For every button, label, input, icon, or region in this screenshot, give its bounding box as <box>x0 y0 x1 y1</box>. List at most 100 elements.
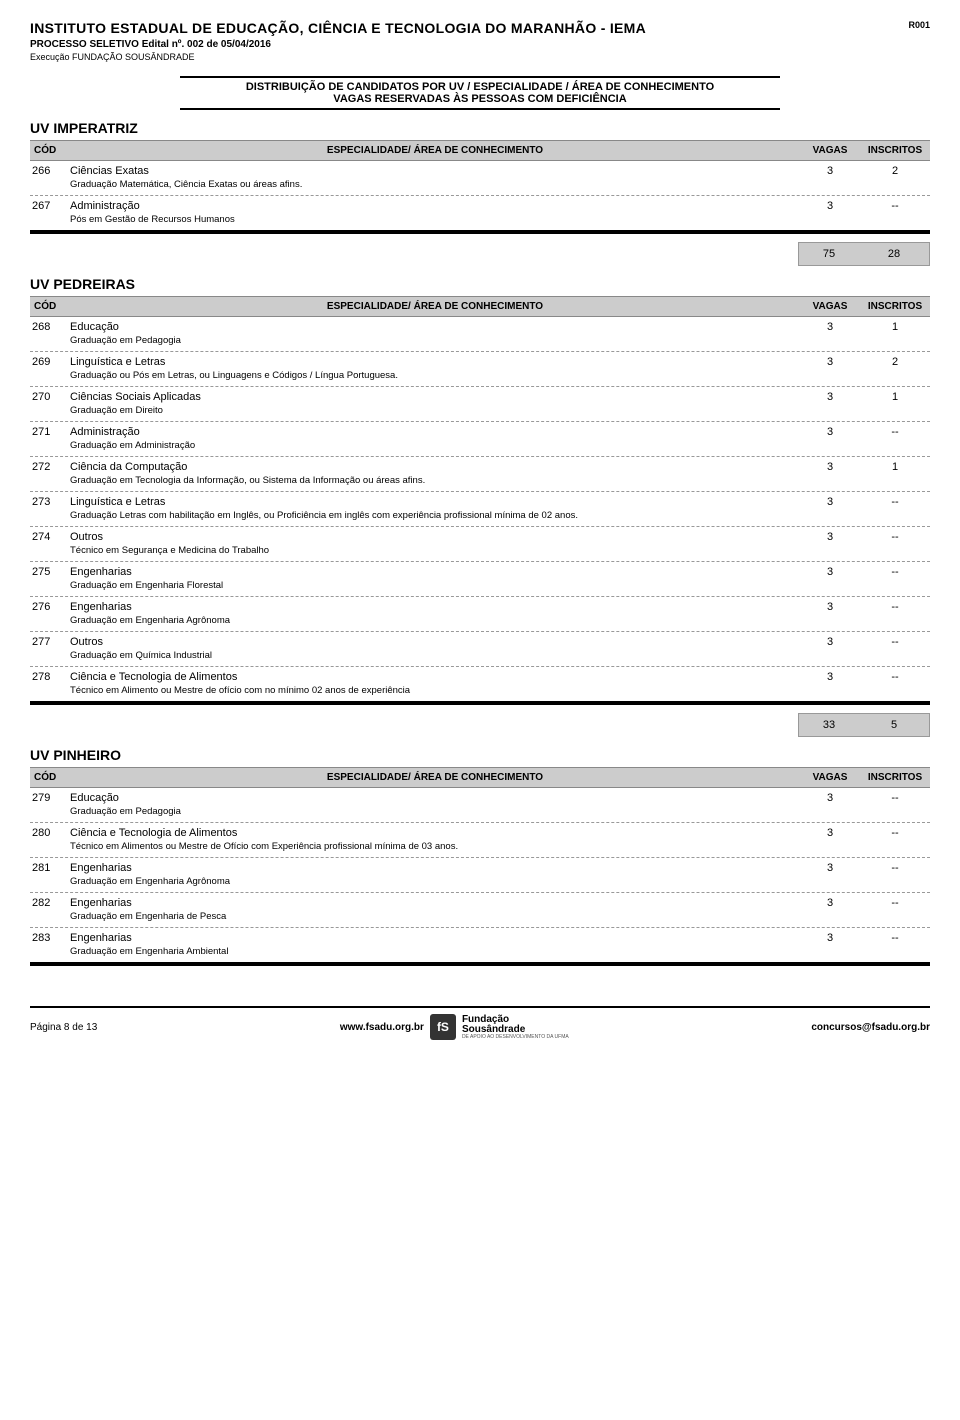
table-row: 274Outros3-- Técnico em Segurança e Medic… <box>30 527 930 562</box>
uv-section-title: UV IMPERATRIZ <box>30 120 930 136</box>
col-vagas: VAGAS <box>800 141 860 160</box>
cell-spec: Administração <box>70 426 800 438</box>
cell-inscritos: -- <box>860 426 930 438</box>
cell-cod: 282 <box>30 897 70 909</box>
cell-vagas: 3 <box>800 356 860 368</box>
cell-inscritos: 2 <box>860 356 930 368</box>
cell-inscritos: -- <box>860 531 930 543</box>
cell-vagas: 3 <box>800 566 860 578</box>
footer-page: Página 8 de 13 <box>30 1022 97 1033</box>
cell-vagas: 3 <box>800 932 860 944</box>
cell-spec: Linguística e Letras <box>70 356 800 368</box>
cell-vagas: 3 <box>800 531 860 543</box>
cell-spec: Outros <box>70 531 800 543</box>
cell-spec: Ciências Sociais Aplicadas <box>70 391 800 403</box>
table-row: 270Ciências Sociais Aplicadas31Graduação… <box>30 387 930 422</box>
cell-subtext: Graduação em Direito <box>30 405 930 416</box>
total-inscritos: 28 <box>859 243 929 265</box>
dist-line-2: VAGAS RESERVADAS ÀS PESSOAS COM DEFICIÊN… <box>180 93 780 105</box>
cell-subtext: Técnico em Segurança e Medicina do Traba… <box>30 545 930 556</box>
cell-vagas: 3 <box>800 827 860 839</box>
cell-inscritos: -- <box>860 897 930 909</box>
cell-spec: Engenharias <box>70 932 800 944</box>
cell-subtext: Graduação Letras com habilitação em Ingl… <box>30 510 930 521</box>
column-header-row: CÓDESPECIALIDADE/ ÁREA DE CONHECIMENTOVA… <box>30 296 930 317</box>
cell-cod: 281 <box>30 862 70 874</box>
col-cod: CÓD <box>30 141 70 160</box>
table-row: 278Ciência e Tecnologia de Alimentos3--T… <box>30 667 930 702</box>
cell-cod: 269 <box>30 356 70 368</box>
cell-spec: Ciência da Computação <box>70 461 800 473</box>
institution-title: INSTITUTO ESTADUAL DE EDUCAÇÃO, CIÊNCIA … <box>30 20 646 36</box>
cell-inscritos: -- <box>860 566 930 578</box>
cell-spec: Ciência e Tecnologia de Alimentos <box>70 671 800 683</box>
cell-subtext: Graduação em Engenharia Florestal <box>30 580 930 591</box>
cell-subtext: Graduação em Pedagogia <box>30 806 930 817</box>
col-cod: CÓD <box>30 768 70 787</box>
table-row: 266Ciências Exatas32Graduação Matemática… <box>30 161 930 196</box>
table-row: 275Engenharias3--Graduação em Engenharia… <box>30 562 930 597</box>
cell-vagas: 3 <box>800 200 860 212</box>
foundation-logo-icon: fS <box>430 1014 456 1040</box>
table-row: 277Outros3--Graduação em Química Industr… <box>30 632 930 667</box>
col-vagas: VAGAS <box>800 768 860 787</box>
cell-spec: Educação <box>70 792 800 804</box>
cell-spec: Ciência e Tecnologia de Alimentos <box>70 827 800 839</box>
total-vagas: 75 <box>799 243 859 265</box>
column-header-row: CÓDESPECIALIDADE/ ÁREA DE CONHECIMENTOVA… <box>30 140 930 161</box>
cell-inscritos: 2 <box>860 165 930 177</box>
uv-section-title: UV PINHEIRO <box>30 747 930 763</box>
page-footer: Página 8 de 13 www.fsadu.org.br fS Funda… <box>30 1006 930 1040</box>
table-row: 276Engenharias3--Graduação em Engenharia… <box>30 597 930 632</box>
cell-subtext: Graduação em Engenharia Ambiental <box>30 946 930 957</box>
logo-line2: Sousândrade <box>462 1025 569 1035</box>
processo-line: PROCESSO SELETIVO Edital nº. 002 de 05/0… <box>30 39 646 50</box>
cell-vagas: 3 <box>800 391 860 403</box>
cell-cod: 275 <box>30 566 70 578</box>
table-row: 271Administração3-- Graduação em Administ… <box>30 422 930 457</box>
foundation-logo-text: Fundação Sousândrade DE APOIO AO DESENVO… <box>462 1015 569 1040</box>
cell-subtext: Pós em Gestão de Recursos Humanos <box>30 214 930 225</box>
cell-spec: Ciências Exatas <box>70 165 800 177</box>
cell-inscritos: -- <box>860 671 930 683</box>
cell-vagas: 3 <box>800 792 860 804</box>
total-box: 335 <box>798 713 930 737</box>
cell-cod: 266 <box>30 165 70 177</box>
execucao-line: Execução FUNDAÇÃO SOUSÂNDRADE <box>30 52 646 62</box>
col-vagas: VAGAS <box>800 297 860 316</box>
col-cod: CÓD <box>30 297 70 316</box>
cell-subtext: Graduação em Administração <box>30 440 930 451</box>
cell-spec: Engenharias <box>70 601 800 613</box>
col-inscritos: INSCRITOS <box>860 768 930 787</box>
table-row: 273Linguística e Letras3--Graduação Letr… <box>30 492 930 527</box>
table-row: 280Ciência e Tecnologia de Alimentos3--T… <box>30 823 930 858</box>
table-row: 281Engenharias3--Graduação em Engenharia… <box>30 858 930 893</box>
cell-spec: Linguística e Letras <box>70 496 800 508</box>
cell-cod: 273 <box>30 496 70 508</box>
cell-cod: 279 <box>30 792 70 804</box>
cell-spec: Outros <box>70 636 800 648</box>
cell-vagas: 3 <box>800 426 860 438</box>
section-total-row: 7528 <box>30 242 930 266</box>
cell-inscritos: -- <box>860 601 930 613</box>
cell-cod: 271 <box>30 426 70 438</box>
cell-cod: 270 <box>30 391 70 403</box>
table-row: 268Educação31Graduação em Pedagogia <box>30 317 930 352</box>
col-spec: ESPECIALIDADE/ ÁREA DE CONHECIMENTO <box>70 768 800 787</box>
section-end-rule <box>30 230 930 234</box>
cell-cod: 268 <box>30 321 70 333</box>
cell-cod: 280 <box>30 827 70 839</box>
cell-cod: 274 <box>30 531 70 543</box>
total-inscritos: 5 <box>859 714 929 736</box>
cell-inscritos: -- <box>860 792 930 804</box>
cell-spec: Engenharias <box>70 862 800 874</box>
cell-spec: Engenharias <box>70 897 800 909</box>
dist-line-1: DISTRIBUIÇÃO DE CANDIDATOS POR UV / ESPE… <box>180 81 780 93</box>
cell-subtext: Graduação em Tecnologia da Informação, o… <box>30 475 930 486</box>
cell-cod: 272 <box>30 461 70 473</box>
cell-vagas: 3 <box>800 165 860 177</box>
cell-cod: 276 <box>30 601 70 613</box>
cell-spec: Educação <box>70 321 800 333</box>
cell-subtext: Graduação ou Pós em Letras, ou Linguagen… <box>30 370 930 381</box>
cell-inscritos: 1 <box>860 461 930 473</box>
